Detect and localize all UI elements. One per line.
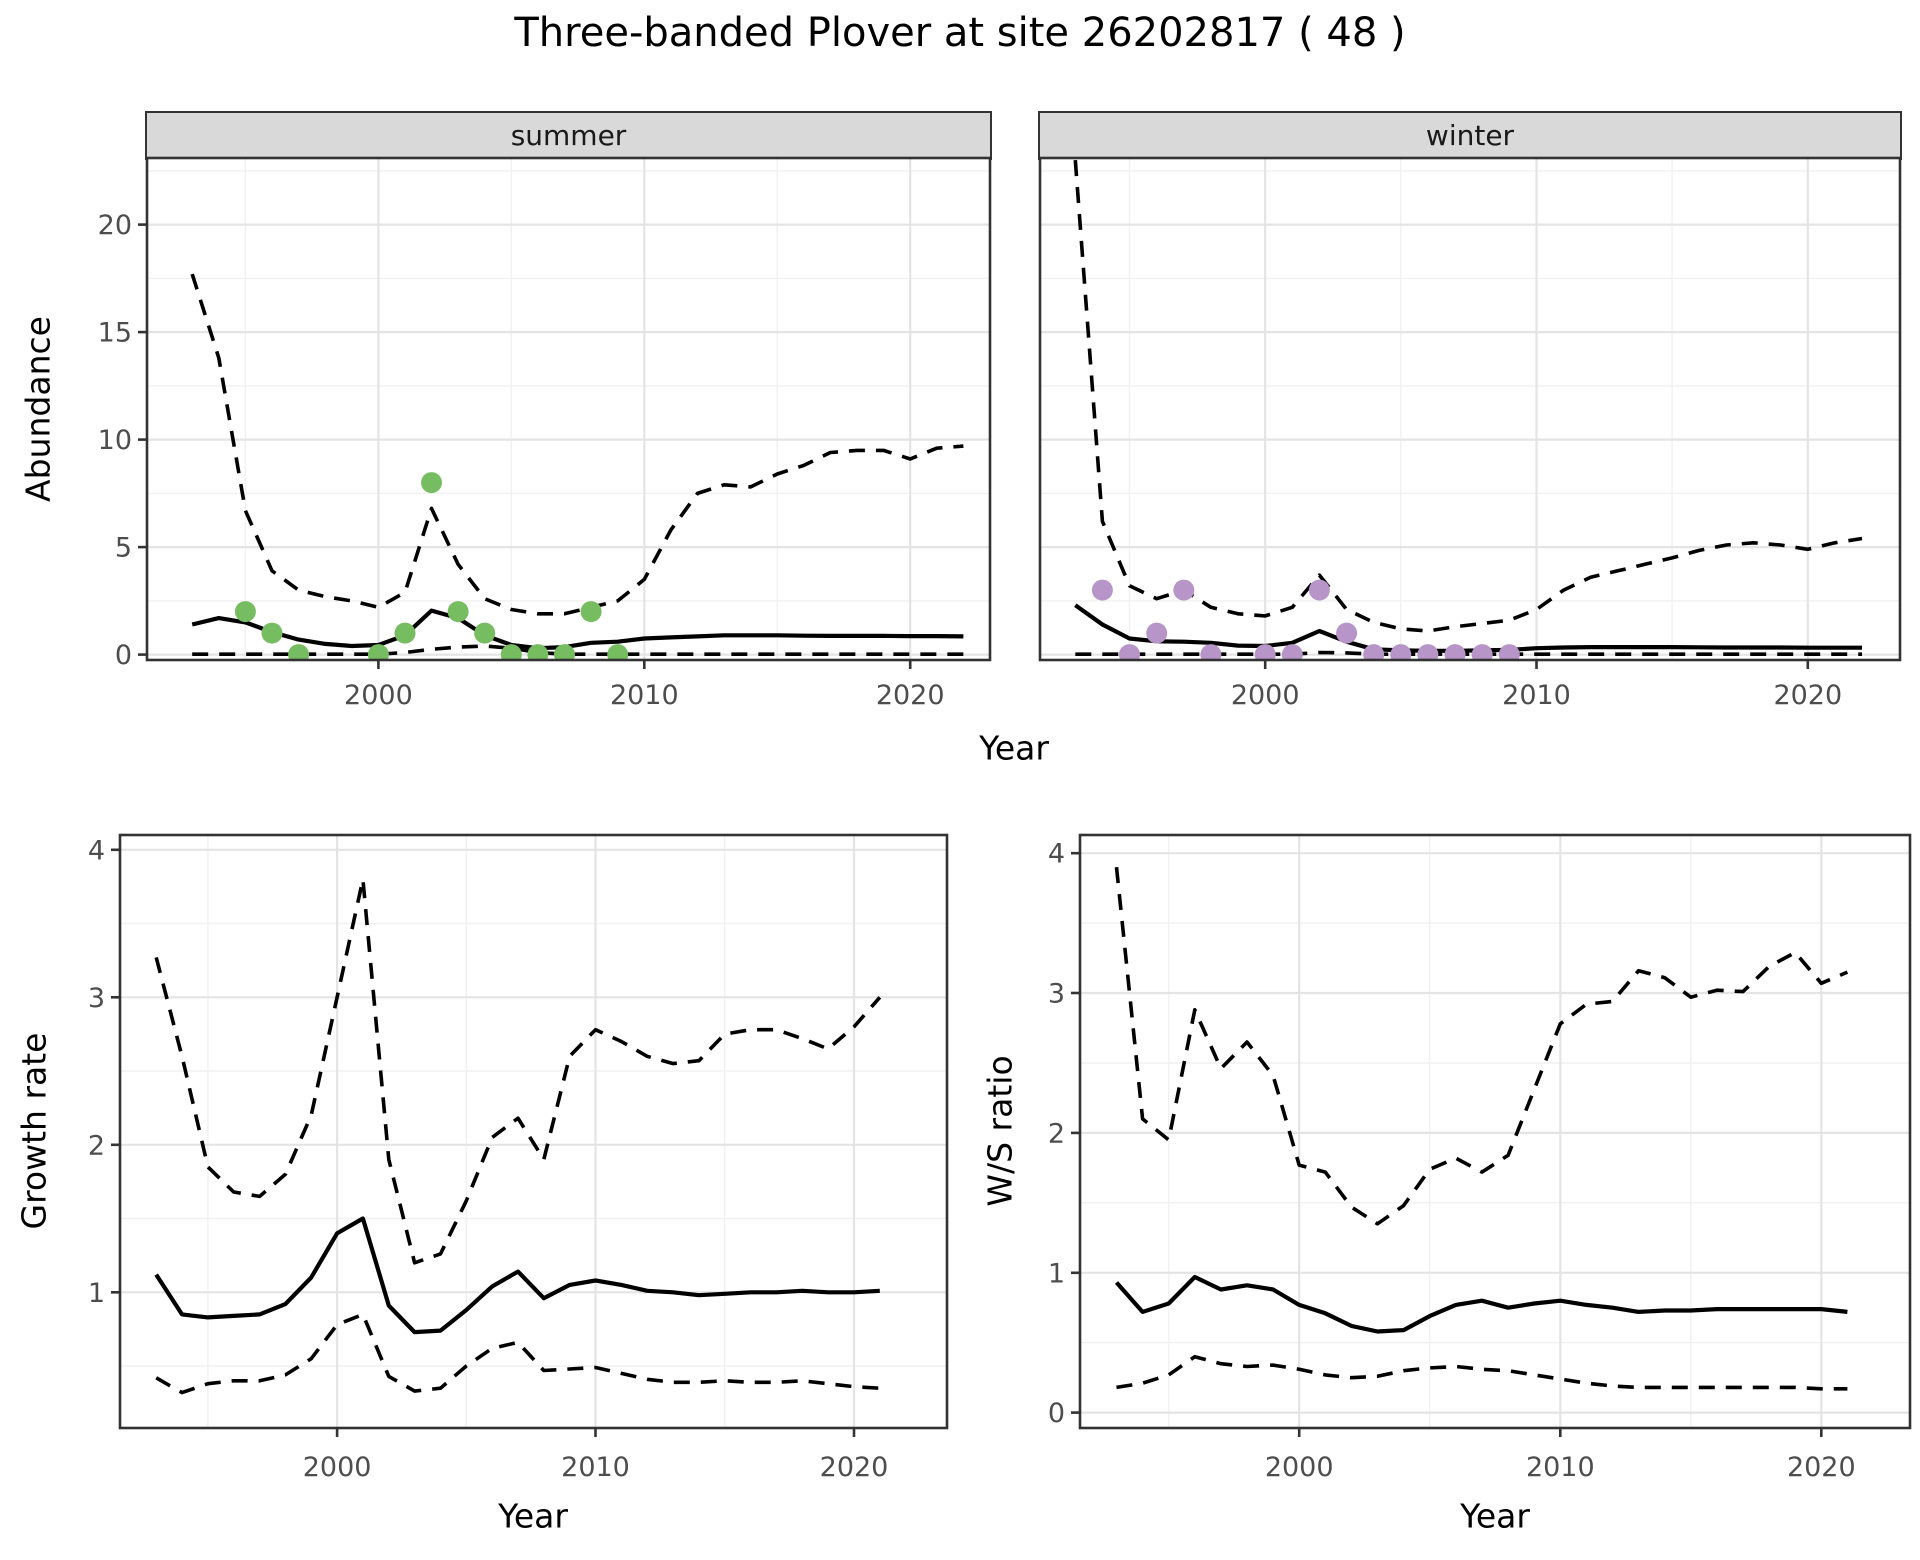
y-tick-label: 0 (115, 640, 132, 671)
y-tick-label: 2 (88, 1130, 105, 1161)
observed-point (367, 644, 389, 660)
observed-point (1363, 644, 1385, 660)
observed-point (1390, 644, 1412, 660)
x-tick-label: 2010 (1502, 680, 1571, 711)
series-lower_95ci (155, 1312, 880, 1395)
y-axis-title-abundance: Abundance (18, 316, 58, 502)
series-upper_95ci (154, 877, 882, 1265)
gridlines (1040, 158, 1900, 660)
series-median (1074, 603, 1862, 653)
observed-point (527, 644, 549, 660)
x-axis-title-year-bottom-left: Year (498, 1496, 568, 1536)
observed-point (500, 644, 522, 660)
y-tick-label: 0 (1048, 1398, 1065, 1429)
panel-border (118, 833, 949, 1430)
observed-point (1336, 622, 1358, 644)
observed-point (394, 622, 416, 644)
x-tick-label: 2020 (1773, 680, 1842, 711)
y-axis-title-ws-ratio: W/S ratio (980, 1055, 1020, 1207)
y-tick-label: 4 (1048, 839, 1065, 870)
x-tick-label: 2000 (344, 680, 413, 711)
observed-point (1119, 644, 1140, 660)
y-tick-label: 4 (88, 835, 105, 866)
axis-ticks: 2000 2010 2020 0 1 2 3 4 (1048, 839, 1856, 1483)
series-upper_95ci (190, 273, 964, 616)
observed-point (1444, 644, 1466, 660)
panel-growth_rate: 2000 2010 2020 1 2 3 4 (88, 833, 949, 1483)
panel-background (1080, 835, 1910, 1428)
series-median (1114, 1274, 1848, 1334)
observed-point (261, 622, 283, 644)
x-axis-title-year-bottom-right: Year (1460, 1496, 1530, 1536)
observed-point (1146, 622, 1168, 644)
series-upper_95ci (1073, 159, 1863, 633)
series-median (154, 1216, 880, 1335)
y-tick-label: 1 (1048, 1258, 1065, 1289)
observed-point (1281, 644, 1303, 660)
x-tick-label: 2020 (820, 1452, 889, 1483)
x-tick-label: 2010 (610, 680, 679, 711)
panel-background (1040, 158, 1900, 660)
y-tick-label: 1 (88, 1278, 105, 1309)
observed-point (1417, 644, 1439, 660)
figure-title: Three-banded Plover at site 26202817 ( 4… (514, 10, 1406, 56)
x-tick-label: 2020 (876, 680, 945, 711)
series-lower_95ci (1075, 650, 1862, 656)
x-tick-label: 2000 (1231, 680, 1300, 711)
observed-point (421, 472, 442, 494)
panel-border (1038, 156, 1902, 662)
series-lower_95ci (192, 644, 964, 656)
panel-abundance_summer: 2000 2010 2020 0 5 10 15 20 (98, 156, 992, 711)
panel-ws_ratio: 2000 2010 2020 0 1 2 3 4 (1048, 833, 1912, 1483)
observed_counts_winter (1091, 579, 1520, 660)
observed-point (474, 622, 496, 644)
observed-point (554, 644, 575, 660)
y-tick-label: 20 (98, 210, 132, 241)
facet-strip-winter: winter (1038, 111, 1902, 160)
y-tick-label: 3 (88, 983, 105, 1014)
observed-point (1091, 579, 1113, 601)
x-tick-label: 2000 (303, 1452, 372, 1483)
observed-point (1173, 579, 1195, 601)
gridlines (120, 835, 947, 1428)
y-tick-label: 15 (98, 318, 132, 349)
observed-point (1471, 644, 1493, 660)
y-tick-label: 2 (1048, 1118, 1065, 1149)
gridlines (1080, 835, 1910, 1428)
x-tick-label: 2010 (561, 1452, 630, 1483)
x-axis-title-year-top: Year (979, 728, 1049, 768)
y-axis-title-growth-rate: Growth rate (14, 1032, 54, 1230)
y-tick-label: 5 (115, 533, 132, 564)
y-tick-label: 10 (98, 425, 132, 456)
facet-strip-summer: summer (145, 111, 992, 160)
panel-background (147, 158, 990, 660)
observed-point (1308, 579, 1330, 601)
axis-ticks: 2000 2010 2020 (1231, 660, 1842, 711)
axis-ticks: 2000 2010 2020 0 5 10 15 20 (98, 210, 945, 711)
observed_counts_summer (234, 472, 629, 660)
observed-point (447, 601, 469, 623)
panel-border (1078, 833, 1912, 1430)
observed-point (1498, 644, 1520, 660)
panel-border (145, 156, 992, 662)
observed-point (1200, 644, 1222, 660)
observed-point (234, 601, 256, 623)
x-tick-label: 2000 (1265, 1452, 1334, 1483)
panel-background (120, 835, 947, 1428)
observed-point (288, 644, 310, 660)
observed-point (580, 601, 602, 623)
observed-point (1254, 644, 1276, 660)
panel-abundance_winter: 2000 2010 2020 (1038, 156, 1902, 711)
series-median (191, 608, 964, 651)
axis-ticks: 2000 2010 2020 1 2 3 4 (88, 835, 889, 1483)
x-tick-label: 2020 (1787, 1452, 1856, 1483)
series-upper_95ci (1114, 867, 1849, 1226)
x-tick-label: 2010 (1526, 1452, 1595, 1483)
observed-point (607, 644, 629, 660)
y-tick-label: 3 (1048, 979, 1065, 1010)
